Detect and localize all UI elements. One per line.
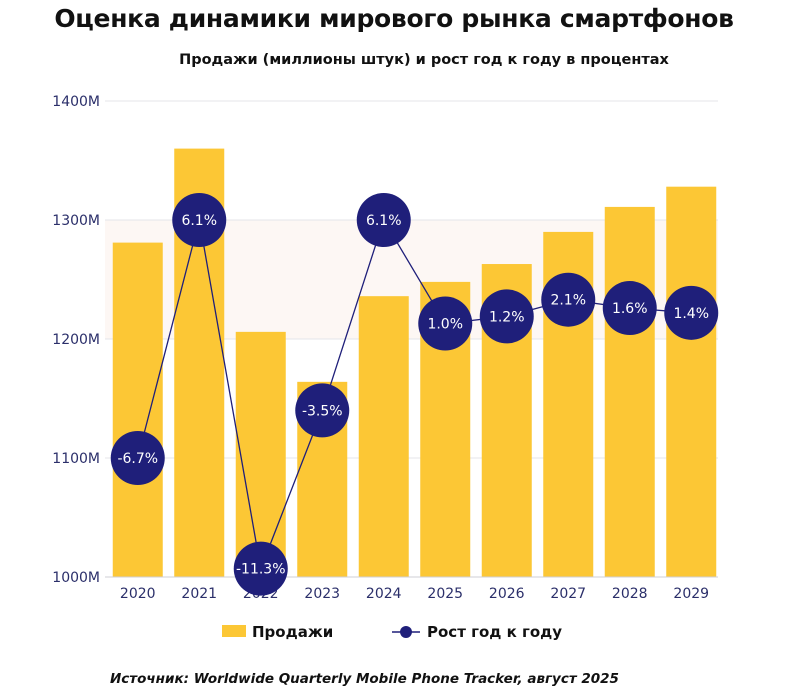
growth-marker (110, 431, 165, 485)
x-tick-label: 2028 (612, 586, 648, 602)
source-note: Источник: Worldwide Quarterly Mobile Pho… (110, 671, 619, 687)
bar (235, 331, 286, 577)
y-tick-label: 1300M (52, 213, 100, 229)
bar (112, 242, 163, 578)
legend-label-growth: Рост год к году (427, 623, 562, 641)
growth-marker (172, 193, 227, 247)
x-tick-label: 2023 (304, 586, 340, 602)
x-axis-labels: 2020202120222023202420252026202720282029 (120, 586, 709, 602)
growth-data-label: 1.0% (427, 317, 463, 333)
y-tick-label: 1200M (52, 332, 100, 348)
growth-data-label: 6.1% (366, 213, 402, 229)
x-tick-label: 2029 (673, 586, 709, 602)
growth-line-series: -6.7% 6.1% -11.3% -3.5% 6.1% 1.0% 1.2% 2.1% 1.6%… (110, 193, 719, 596)
x-tick-label: 2027 (550, 586, 586, 602)
growth-marker (541, 272, 596, 327)
growth-marker (664, 285, 719, 340)
legend: Продажи Рост год к году (222, 623, 562, 641)
x-tick-label: 2024 (366, 586, 402, 602)
x-tick-label: 2025 (427, 586, 463, 602)
growth-data-label: -6.7% (117, 451, 158, 467)
growth-data-label: 1.4% (673, 306, 709, 322)
bar (604, 206, 655, 577)
growth-marker (295, 383, 350, 438)
bar (666, 186, 717, 577)
growth-marker (479, 289, 534, 344)
x-tick-label: 2026 (489, 586, 525, 602)
chart-title: Оценка динамики мирового рынка смартфоно… (54, 4, 734, 33)
growth-data-label: 6.1% (181, 213, 217, 229)
growth-data-label: -11.3% (236, 562, 286, 578)
x-tick-label: 2021 (181, 586, 217, 602)
growth-data-label: 2.1% (550, 293, 586, 309)
growth-marker (418, 296, 473, 351)
growth-marker (356, 193, 411, 247)
legend-label-sales: Продажи (252, 623, 333, 641)
y-axis-labels: 1000M 1100M 1200M 1300M 1400M (52, 94, 100, 586)
growth-data-label: 1.2% (489, 309, 525, 325)
x-tick-label: 2020 (120, 586, 156, 602)
chart-subtitle: Продажи (миллионы штук) и рост год к год… (179, 52, 669, 68)
growth-marker (602, 281, 657, 336)
growth-data-label: -3.5% (302, 403, 343, 419)
growth-data-label: 1.6% (612, 301, 648, 317)
y-tick-label: 1400M (52, 94, 100, 110)
legend-line-marker (400, 626, 412, 638)
y-tick-label: 1000M (52, 570, 100, 586)
legend-bar-swatch (222, 625, 246, 637)
growth-line (137, 218, 692, 572)
growth-marker (233, 541, 288, 596)
bar (358, 296, 409, 577)
y-tick-label: 1100M (52, 451, 100, 467)
